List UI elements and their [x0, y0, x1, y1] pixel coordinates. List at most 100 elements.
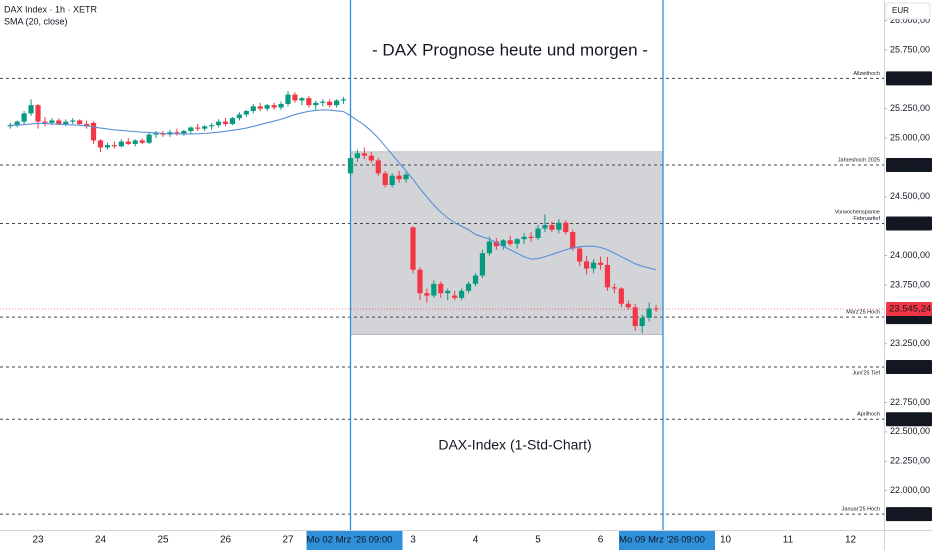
candle-body — [139, 140, 145, 143]
candle-body — [625, 303, 631, 308]
level-price-box — [886, 412, 932, 427]
candle-body — [146, 134, 152, 143]
candle-body — [590, 262, 597, 269]
level-price-label: 24.272,62 — [889, 218, 931, 229]
candle-body — [118, 141, 124, 147]
candle-body — [486, 241, 492, 254]
level-price-label: 23.476,01 — [889, 312, 931, 323]
candle-body — [56, 120, 62, 124]
candle-body — [111, 145, 117, 147]
candle-body — [431, 283, 437, 296]
y-tick-label: 23.750,00 — [890, 279, 930, 289]
candle-body — [639, 317, 645, 327]
level-note: Aprilhoch — [857, 412, 880, 418]
candle-body — [28, 105, 34, 114]
level-note: Jahreshoch 2025 — [838, 157, 880, 163]
currency-label: EUR — [892, 6, 909, 15]
candle-body — [479, 253, 486, 276]
candle-body — [528, 236, 534, 238]
level-note: Juni'25 Tief — [852, 371, 880, 377]
candle-body — [452, 295, 458, 298]
level-price-box — [886, 216, 932, 231]
range-box-layer — [350, 151, 664, 335]
candle-body — [21, 113, 27, 122]
candle-body — [424, 293, 430, 296]
candle-body — [514, 239, 520, 244]
candle-body — [340, 99, 347, 101]
candle-body — [334, 100, 340, 106]
candle-body — [181, 131, 187, 134]
candle-body — [382, 173, 388, 186]
candle-body — [396, 175, 402, 180]
candle-body — [49, 120, 55, 123]
candle-body — [42, 121, 48, 123]
candle-body — [500, 240, 506, 247]
y-tick-label: 24.000,00 — [890, 250, 930, 260]
x-tick-label: Mo 02 Mrz '26 — [307, 535, 367, 546]
candle-body — [611, 287, 617, 289]
candle-body — [292, 94, 298, 101]
level-note: Allzeithoch — [853, 71, 880, 77]
level-price-label: 22.607,32 — [889, 414, 931, 425]
candle-body — [417, 269, 423, 294]
candle-body — [236, 114, 242, 119]
y-tick-label: 23.250,00 — [890, 338, 930, 348]
candle-body — [403, 174, 409, 180]
candle-body — [195, 127, 201, 129]
level-price-label: 23.051,55 — [889, 362, 931, 373]
candle-body — [410, 227, 416, 270]
candle-body — [243, 111, 249, 115]
candle-body — [584, 261, 590, 269]
candle-body — [535, 228, 541, 238]
candle-body — [604, 265, 611, 288]
time-axis: 23 24 25 26 27 Mo 02 Mrz '26 09:00 3 4 5 6 Mo 09 Mr… — [32, 531, 856, 550]
y-tick-label: 24.500,00 — [890, 191, 930, 201]
candle-body — [202, 126, 208, 129]
level-price-label: 25.507,79 — [889, 73, 931, 84]
x-tick-label: 25 — [157, 535, 169, 546]
chart-subtitle: DAX-Index (1-Std-Chart) — [438, 437, 591, 453]
price-axis-panel — [884, 0, 932, 550]
candle-body — [556, 222, 562, 230]
candle-body — [222, 121, 229, 124]
candle-body — [375, 160, 381, 174]
level-price-label: 21.800,52 — [889, 509, 931, 520]
x-tick-label: 3 — [410, 535, 416, 546]
candle-body — [646, 308, 652, 318]
candle-body — [97, 140, 104, 148]
candle-body — [354, 153, 361, 159]
x-tick-label: 26 — [220, 535, 232, 546]
x-tick-label: 11 — [783, 535, 794, 546]
level-price-box — [886, 157, 932, 172]
level-note: Februartief — [853, 216, 880, 222]
price-axis: 26.000,00 25.750,00 25.250,00 25.000,00 24.5… — [884, 15, 932, 522]
candle-body — [35, 105, 41, 122]
y-tick-label: 25.000,00 — [890, 132, 930, 142]
level-note: Januar'25 Hoch — [842, 507, 880, 513]
x-tick-label: 10 — [720, 535, 732, 546]
candle-body — [347, 158, 354, 174]
candle-body — [563, 222, 569, 233]
last-price-label: 23.545,24 — [889, 304, 931, 315]
level-layer: Vorwochenspanne Allzeithoch Jahreshoch 202… — [0, 71, 884, 515]
candle-body — [618, 288, 624, 304]
sma-line — [10, 109, 657, 271]
candle-body — [472, 275, 479, 284]
x-tick-label: Mo 09 Mrz '26 — [619, 535, 679, 546]
candle-body — [299, 98, 305, 101]
candle-body — [597, 262, 604, 265]
candle-body — [271, 105, 277, 108]
currency-box — [885, 2, 931, 20]
candle-body — [389, 175, 395, 186]
candle-body — [465, 283, 472, 291]
candle-body — [278, 104, 284, 108]
level-price-box — [886, 71, 932, 86]
candle-body — [327, 101, 333, 106]
candle-body — [174, 132, 180, 134]
y-tick-label: 25.250,00 — [890, 103, 930, 113]
chart-title: - DAX Prognose heute und morgen - — [372, 40, 648, 59]
range-box-label: Vorwochenspanne — [835, 209, 880, 215]
x-label-highlight — [619, 531, 715, 550]
x-tick-label: 4 — [473, 535, 479, 546]
